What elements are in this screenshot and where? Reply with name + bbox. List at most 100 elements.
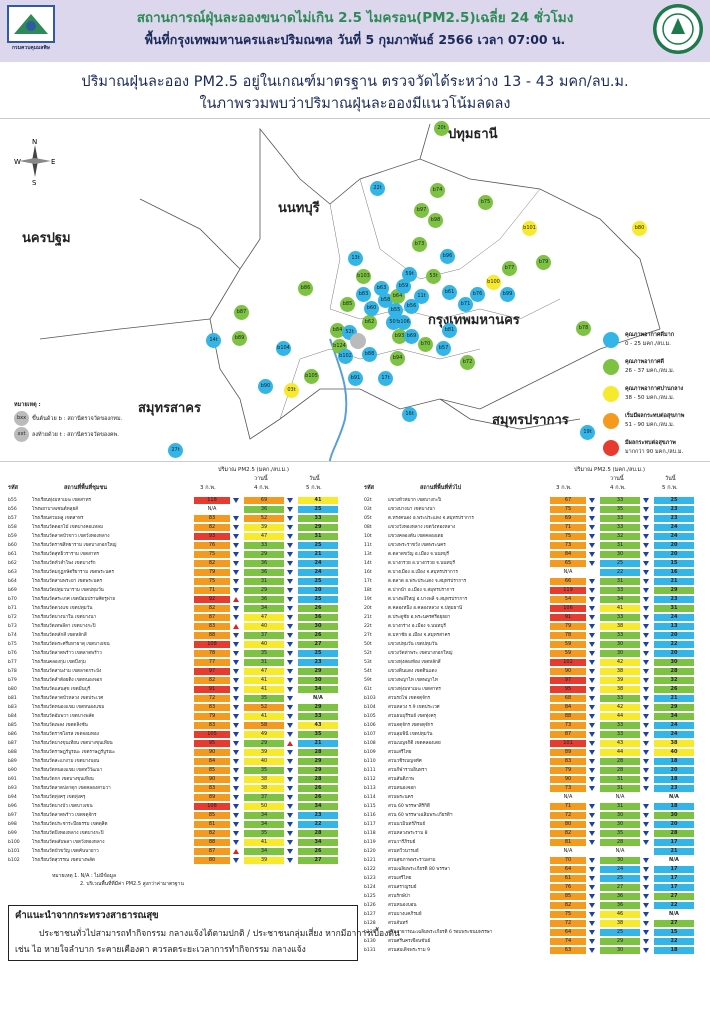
value-d1: 74	[550, 938, 586, 945]
table-row: 54t แขวงดินแดง เขตดินแดง 90 38 28	[360, 667, 706, 676]
station-id: 52t	[364, 651, 372, 656]
value-d3: N/A	[654, 794, 694, 801]
station-name: สวนวารีภิรมย์	[388, 840, 416, 845]
table-row: b93 โรงเรียนวัดลาดปลาดุก เขตคลองสามวา 83 38…	[4, 784, 354, 793]
station-marker: b57	[436, 341, 451, 356]
value-d1: 67	[550, 497, 586, 504]
compass-icon: N S E W	[14, 137, 56, 187]
station-id: b72	[8, 615, 17, 620]
table-row: 18t ต.ปากน้ำ อ.เมือง จ.สมุทรปราการ 119 33 29	[360, 586, 706, 595]
value-d3: 26	[654, 686, 694, 693]
trend-down-icon	[643, 705, 649, 710]
station-name: สวนบางแคภิรมย์	[388, 912, 422, 917]
trend-down-icon	[643, 642, 649, 647]
station-name: ต.ประตูชัย อ.พระนครศรีอยุธยา	[388, 615, 451, 620]
value-d2: 33	[600, 695, 640, 702]
station-name: แขวงวังทองหลาง เขตวังทองหลาง	[388, 525, 456, 530]
value-d1: 89	[550, 749, 586, 756]
value-d3: 18	[654, 803, 694, 810]
trend-down-icon	[589, 903, 595, 908]
trend-down-icon	[233, 669, 239, 674]
value-d3: 27	[298, 857, 338, 864]
table-row: b78 โรงเรียนวัดสามง่าม เขตลาดกระบัง 97 47 29	[4, 667, 354, 676]
trend-down-icon	[233, 525, 239, 530]
trend-up-icon	[287, 741, 293, 746]
table-row: b84 โรงเรียนวัดอัมพวา เขตบางพลัด 79 41 33	[4, 712, 354, 721]
value-d1: 119	[550, 587, 586, 594]
table-row: b86 โรงเรียนวัดราชโอรส เขตจอมทอง 105 49 35	[4, 730, 354, 739]
trend-down-icon	[643, 633, 649, 638]
station-name: สวนสุขภาพพระรามสาม	[388, 858, 436, 863]
legend-item: คุณภาพอากาศปานกลาง 38 - 50 มคก./ลบ.ม.	[603, 383, 703, 410]
value-d2: 25	[600, 560, 640, 567]
station-id: b105	[364, 714, 376, 719]
table-row: b131 สวนสมเด็จพระราม 9 63 30 18	[360, 946, 706, 955]
table-row: 20t ต.คลองหนึ่ง อ.คลองหลวง จ.ปทุมธานี 106 4…	[360, 604, 706, 613]
value-d2: 36	[244, 506, 284, 513]
station-id: 16t	[364, 570, 372, 575]
value-d3: 26	[298, 605, 338, 612]
value-d3: 21	[654, 578, 694, 585]
station-id: b63	[8, 570, 17, 575]
table-row: 02t แขวงหัวหมาก เขตบางกะปิ 67 33 25	[360, 496, 706, 505]
trend-down-icon	[233, 714, 239, 719]
trend-down-icon	[233, 858, 239, 863]
value-d3: 30	[298, 623, 338, 630]
trend-down-icon	[287, 597, 293, 602]
station-name: สวนสราญรมย์	[388, 885, 417, 890]
station-id: b97	[8, 813, 17, 818]
value-d3: 30	[654, 659, 694, 666]
table-row: b102 โรงเรียนวัดสุวรรณ เขตบางพลัด 80 39 27	[4, 856, 354, 865]
trend-down-icon	[589, 741, 595, 746]
table-row: b110 สวนวชิรเบญจทัศ 83 28 18	[360, 757, 706, 766]
value-d2: 35	[600, 506, 640, 513]
station-marker: b99	[500, 287, 515, 302]
value-d2: 30	[600, 821, 640, 828]
table-row: 53t แขวงทุ่งสองห้อง เขตหลักสี่ 102 42 30	[360, 658, 706, 667]
station-name: ต.บางเมือง อ.เมือง จ.สมุทรปราการ	[388, 570, 458, 575]
station-id: b59	[8, 534, 17, 539]
value-d3: 13	[654, 623, 694, 630]
station-name: ต.ทรงคนอง อ.พระประแดง จ.สมุทรปราการ	[388, 516, 474, 521]
value-d2: 38	[600, 920, 640, 927]
station-name: สวน 60 พรรษาเฉลิมพระเกียรติฯ	[388, 813, 453, 818]
value-d1: 108	[194, 641, 230, 648]
value-d3: 38	[654, 740, 694, 747]
value-d1: 88	[550, 713, 586, 720]
value-d2: 35	[600, 830, 640, 837]
station-marker: b83	[356, 287, 371, 302]
value-d2: 32	[600, 533, 640, 540]
value-d3: 34	[654, 713, 694, 720]
value-d2: 31	[600, 578, 640, 585]
table-row: b108 สวนเบญจกิติ เขตคลองเตย 101 43 38	[360, 739, 706, 748]
station-id: b100	[8, 840, 20, 845]
table-row: b113 สวนหนองจอก 73 31 23	[360, 784, 706, 793]
station-name: สวน 60 พรรษาสิริกิติ์	[388, 804, 430, 809]
station-name: โรงเรียนวัดกก เขตบางขุนเทียน	[32, 777, 94, 782]
station-name: โรงเรียนวัดพลับพลา เขตวังทองหลาง	[32, 840, 105, 845]
value-d1: 82	[550, 902, 586, 909]
station-marker: b87	[234, 305, 249, 320]
page-title: สถานการณ์ฝุ่นละอองขนาดไม่เกิน 2.5 ไมครอน…	[136, 10, 574, 26]
value-d3: 22	[654, 938, 694, 945]
station-id: b99	[8, 831, 17, 836]
trend-down-icon	[287, 804, 293, 809]
trend-down-icon	[643, 876, 649, 881]
value-d3: 23	[298, 659, 338, 666]
value-d3: 27	[654, 920, 694, 927]
value-d2: 69	[244, 497, 284, 504]
table-row: 50t แขวงปทุมวัน เขตปทุมวัน 59 30 22	[360, 640, 706, 649]
station-id: 54t	[364, 669, 372, 674]
value-d3: 34	[298, 839, 338, 846]
sample-b-marker: bxx	[14, 411, 29, 426]
trend-down-icon	[287, 507, 293, 512]
station-name: โรงเรียนวัดลาดบัวหลวง เขตประเวศ	[32, 696, 104, 701]
trend-down-icon	[589, 930, 595, 935]
station-marker: b102	[338, 349, 353, 364]
value-d2: 28	[600, 758, 640, 765]
trend-down-icon	[589, 624, 595, 629]
value-d3: 23	[298, 812, 338, 819]
value-d3: 18	[654, 776, 694, 783]
value-d2: 34	[244, 605, 284, 612]
station-id: b90	[8, 768, 17, 773]
